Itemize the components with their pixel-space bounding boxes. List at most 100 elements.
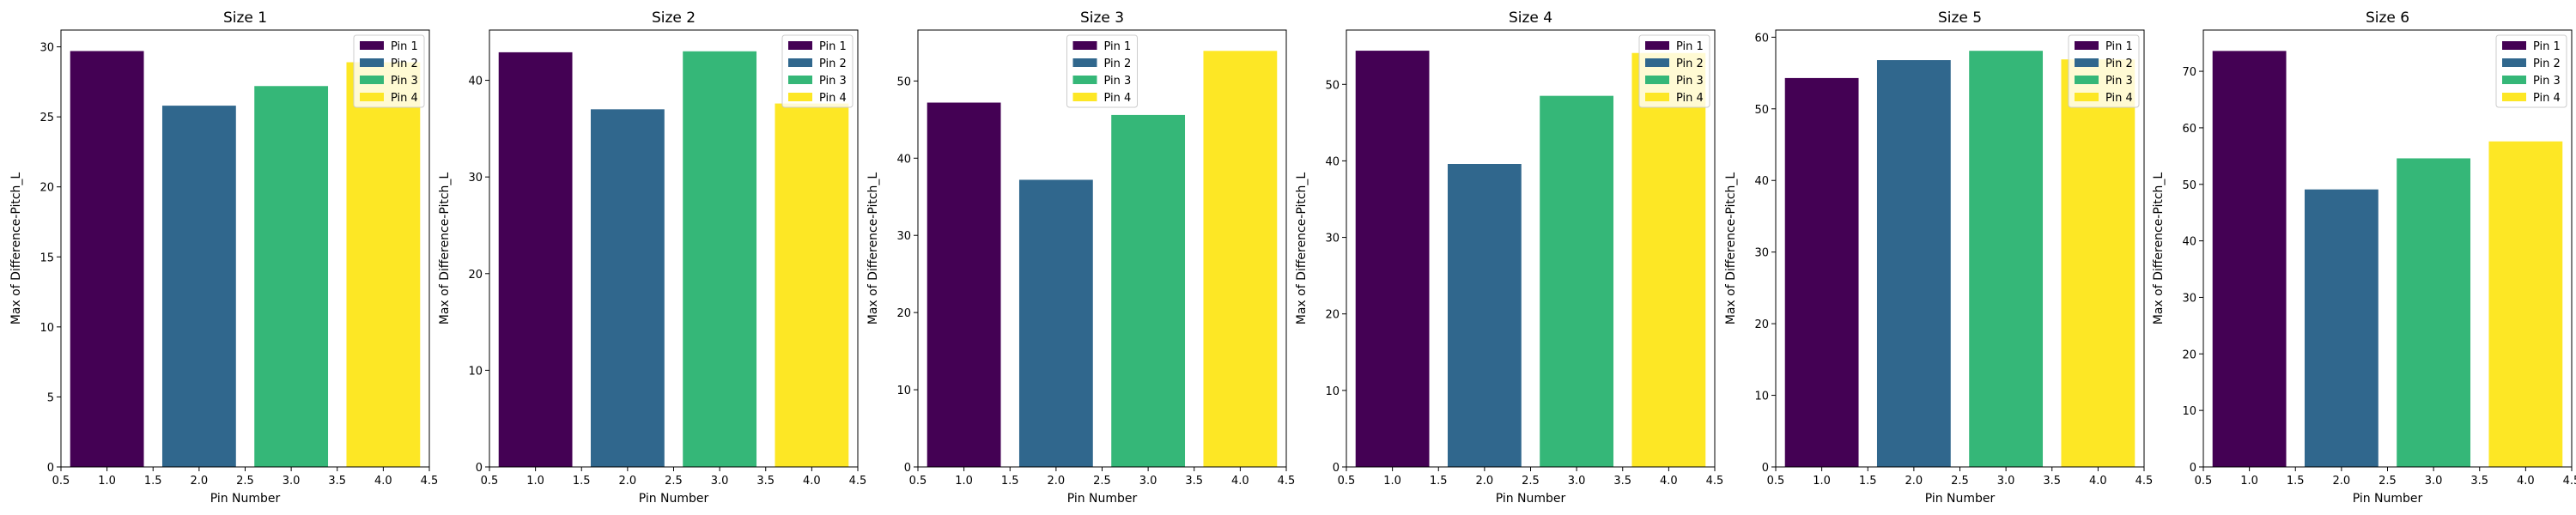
subplot-5: 0.5 1.0 1.5 2.0 2.5 3.0 3.5 4.0 4.5 0 10 20 30 40 50 60… bbox=[1724, 9, 2153, 506]
legend: Pin 1 Pin 2 Pin 3 Pin 4 bbox=[1638, 34, 1710, 108]
legend-box bbox=[353, 34, 425, 108]
x-tick-label: 1.5 bbox=[2287, 475, 2305, 488]
legend-swatch-pin-1 bbox=[2502, 41, 2526, 50]
bar-pin-1 bbox=[498, 52, 573, 468]
legend-label-pin-2: Pin 2 bbox=[391, 58, 418, 70]
legend-swatch-pin-2 bbox=[1072, 58, 1097, 67]
y-tick-label: 10 bbox=[1325, 385, 1340, 398]
y-tick-label: 20 bbox=[896, 307, 911, 320]
legend-swatch-pin-4 bbox=[1645, 93, 1669, 101]
legend-label-pin-3: Pin 3 bbox=[391, 75, 418, 88]
legend-label-pin-3: Pin 3 bbox=[819, 75, 847, 88]
x-tick-label: 1.0 bbox=[1813, 475, 1831, 488]
x-tick-label: 4.0 bbox=[1231, 475, 1249, 488]
x-tick-label: 3.5 bbox=[2470, 475, 2488, 488]
bar-pin-4 bbox=[346, 62, 421, 468]
legend: Pin 1 Pin 2 Pin 3 Pin 4 bbox=[1066, 34, 1138, 108]
legend-label-pin-2: Pin 2 bbox=[1676, 58, 1704, 70]
y-tick-label: 0 bbox=[47, 462, 54, 475]
y-tick-label: 15 bbox=[39, 251, 54, 264]
x-tick-label: 3.5 bbox=[756, 475, 775, 488]
x-tick-label: 1.5 bbox=[1001, 475, 1019, 488]
bar-pin-2 bbox=[161, 106, 236, 467]
chart-title: Size 6 bbox=[2366, 9, 2409, 27]
y-tick-label: 10 bbox=[2182, 405, 2196, 418]
bar-pin-4 bbox=[2488, 141, 2563, 467]
y-tick-label: 25 bbox=[39, 112, 54, 124]
x-tick-label: 2.5 bbox=[665, 475, 683, 488]
x-tick-label: 1.0 bbox=[526, 475, 544, 488]
x-tick-label: 4.0 bbox=[803, 475, 821, 488]
legend: Pin 1 Pin 2 Pin 3 Pin 4 bbox=[781, 34, 854, 108]
y-tick-label: 30 bbox=[468, 172, 483, 185]
bar-pin-2 bbox=[1018, 179, 1093, 467]
legend-label-pin-1: Pin 1 bbox=[1676, 40, 1704, 53]
x-tick-label: 3.5 bbox=[1185, 475, 1203, 488]
y-axis-label: Max of Difference-Pitch_L bbox=[866, 173, 880, 325]
subplot-4: 0.5 1.0 1.5 2.0 2.5 3.0 3.5 4.0 4.5 0 10 20 30 40 50 Si… bbox=[1295, 9, 1723, 506]
x-tick-label: 1.5 bbox=[1430, 475, 1448, 488]
bar-pin-2 bbox=[1876, 60, 1951, 468]
y-tick-label: 0 bbox=[1333, 462, 1340, 475]
legend-swatch-pin-4 bbox=[2075, 93, 2099, 101]
bar-pin-2 bbox=[2304, 189, 2379, 467]
legend-swatch-pin-1 bbox=[1645, 41, 1669, 50]
legend-swatch-pin-3 bbox=[2075, 76, 2099, 84]
x-tick-label: 2.5 bbox=[1522, 475, 1540, 488]
chart-title: Size 5 bbox=[1938, 9, 1982, 27]
y-axis-label: Max of Difference-Pitch_L bbox=[9, 173, 23, 325]
legend-box bbox=[2495, 34, 2567, 108]
legend-swatch-pin-3 bbox=[788, 76, 812, 84]
y-tick-label: 10 bbox=[896, 385, 911, 397]
x-tick-label: 4.0 bbox=[2517, 475, 2535, 488]
y-tick-label: 50 bbox=[1754, 104, 1769, 117]
y-tick-label: 40 bbox=[1754, 175, 1769, 188]
y-tick-label: 30 bbox=[1754, 247, 1769, 260]
legend-label-pin-2: Pin 2 bbox=[1104, 58, 1132, 70]
x-axis-label: Pin Number bbox=[1067, 492, 1138, 506]
x-axis-label: Pin Number bbox=[2353, 492, 2423, 506]
x-tick-label: 3.0 bbox=[1997, 475, 2015, 488]
legend-swatch-pin-3 bbox=[360, 76, 384, 84]
legend-box bbox=[2068, 34, 2140, 108]
x-tick-label: 4.5 bbox=[1278, 475, 1296, 488]
legend-swatch-pin-4 bbox=[360, 93, 384, 101]
x-tick-label: 2.0 bbox=[2333, 475, 2351, 488]
y-axis-label: Max of Difference-Pitch_L bbox=[438, 173, 452, 325]
y-tick-label: 0 bbox=[904, 462, 911, 475]
bar-pin-1 bbox=[1355, 51, 1430, 467]
x-tick-label: 2.0 bbox=[619, 475, 637, 488]
x-tick-label: 0.5 bbox=[2195, 475, 2213, 488]
legend-label-pin-3: Pin 3 bbox=[2105, 75, 2133, 88]
legend: Pin 1 Pin 2 Pin 3 Pin 4 bbox=[2068, 34, 2140, 108]
y-tick-label: 40 bbox=[2182, 236, 2196, 249]
y-tick-label: 20 bbox=[2182, 348, 2196, 361]
legend-swatch-pin-2 bbox=[1645, 58, 1669, 67]
legend-box bbox=[1638, 34, 1710, 108]
legend-box bbox=[1066, 34, 1138, 108]
x-tick-label: 3.0 bbox=[1568, 475, 1586, 488]
x-tick-label: 4.5 bbox=[849, 475, 867, 488]
y-tick-label: 50 bbox=[1325, 79, 1340, 92]
x-tick-label: 1.5 bbox=[573, 475, 591, 488]
x-tick-label: 2.0 bbox=[1048, 475, 1066, 488]
y-tick-label: 10 bbox=[39, 322, 54, 335]
legend-swatch-pin-3 bbox=[2502, 76, 2526, 84]
bar-pin-3 bbox=[2397, 158, 2471, 467]
x-tick-label: 3.0 bbox=[283, 475, 301, 488]
y-tick-label: 30 bbox=[2182, 292, 2196, 305]
x-axis-label: Pin Number bbox=[639, 492, 709, 506]
y-tick-label: 10 bbox=[468, 365, 483, 378]
y-tick-label: 10 bbox=[1754, 391, 1769, 403]
legend-label-pin-2: Pin 2 bbox=[819, 58, 847, 70]
bar-pin-3 bbox=[683, 51, 757, 468]
x-tick-label: 0.5 bbox=[1767, 475, 1785, 488]
bar-pin-4 bbox=[2061, 59, 2136, 468]
x-tick-label: 2.5 bbox=[2379, 475, 2397, 488]
x-tick-label: 1.0 bbox=[98, 475, 116, 488]
y-tick-label: 50 bbox=[2182, 179, 2196, 192]
x-tick-label: 3.0 bbox=[1139, 475, 1157, 488]
legend-swatch-pin-2 bbox=[788, 58, 812, 67]
subplot-6: 0.5 1.0 1.5 2.0 2.5 3.0 3.5 4.0 4.5 0 10 20 30 40 50 60… bbox=[2152, 9, 2576, 506]
